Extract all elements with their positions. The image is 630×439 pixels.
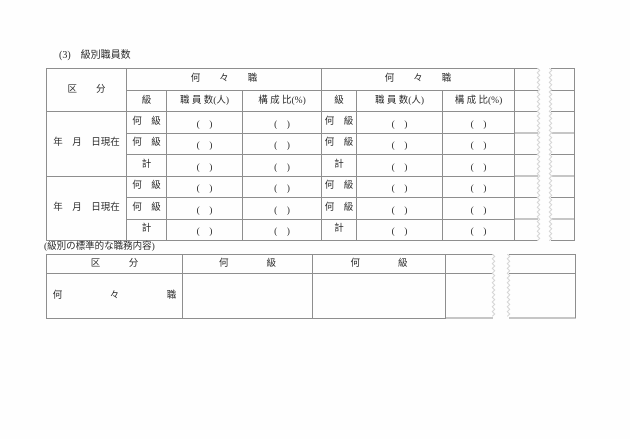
job-header-1: 何 々 職: [125, 68, 323, 91]
staff-count-col-header-2: 職 員 数(人): [356, 90, 444, 112]
staff-count-col-header-1: 職 員 数(人): [166, 90, 243, 112]
staff-count-cell: ( ): [356, 197, 444, 220]
grade-label-cell: 何 級: [321, 197, 358, 220]
section-title: (3) 級別職員数: [59, 50, 131, 61]
staff-count-cell: ( ): [166, 154, 243, 177]
staff-count-cell: ( ): [356, 175, 444, 198]
paren-placeholder: ( ): [274, 141, 290, 151]
staff-count-cell: ( ): [166, 175, 243, 198]
paren-placeholder: ( ): [196, 162, 213, 173]
ratio-cell: ( ): [241, 111, 323, 134]
paren-placeholder: ( ): [470, 141, 487, 151]
grade-header-1: 何 級: [182, 254, 313, 274]
date-label-cell: 年 月 日現在: [46, 111, 127, 177]
grade-col-header-1: 級: [126, 90, 167, 112]
job-row-label: 何 々 職: [46, 273, 183, 319]
staff-count-cell: ( ): [166, 197, 243, 220]
total-label-cell: 計: [126, 154, 167, 177]
paren-placeholder: ( ): [391, 184, 408, 194]
grade-label-cell: 何 級: [321, 132, 358, 155]
staff-count-cell: ( ): [166, 111, 243, 134]
grade-label-cell: 何 級: [126, 175, 167, 198]
duties-table-continuation-break: [445, 254, 576, 319]
ratio-cell: ( ): [442, 132, 516, 155]
paren-placeholder: ( ): [391, 141, 408, 151]
paren-placeholder: ( ): [274, 184, 290, 194]
paren-placeholder: ( ): [470, 162, 487, 173]
staff-count-cell: ( ): [166, 132, 243, 155]
grade-label-cell: 何 級: [126, 132, 167, 155]
paren-placeholder: ( ): [196, 119, 213, 130]
staff-count-cell: ( ): [356, 132, 444, 155]
paren-placeholder: ( ): [196, 141, 213, 151]
paren-placeholder: ( ): [470, 119, 487, 130]
grade-header-2: 何 級: [312, 254, 446, 274]
kubun-header-cell: 区 分: [46, 254, 183, 274]
ratio-cell: ( ): [442, 154, 516, 177]
paren-placeholder: ( ): [196, 205, 213, 216]
grade-label-cell: 何 級: [321, 111, 358, 134]
duties-cell-empty: [182, 273, 313, 319]
paren-placeholder: ( ): [196, 227, 213, 237]
paren-placeholder: ( ): [470, 227, 487, 237]
date-label-cell: 年 月 日現在: [46, 175, 127, 241]
paren-placeholder: ( ): [196, 184, 213, 194]
grade-col-header-2: 級: [321, 90, 358, 112]
ratio-cell: ( ): [442, 218, 516, 241]
kubun-header-cell: 区 分: [46, 68, 127, 112]
ratio-cell: ( ): [442, 111, 516, 134]
paren-placeholder: ( ): [391, 119, 408, 130]
paren-placeholder: ( ): [391, 205, 408, 216]
paren-placeholder: ( ): [274, 227, 290, 237]
paren-placeholder: ( ): [274, 162, 290, 173]
total-label-cell: 計: [321, 218, 358, 241]
zigzag-edge: [491, 254, 496, 317]
zigzag-edge: [536, 68, 541, 242]
staff-count-table: 区 分 何 々 職 何 々 職 級 職 員 数(人) 構 成 比(%) 級 職 …: [46, 68, 516, 241]
staff-table-continuation-break: [514, 68, 575, 242]
grade-label-cell: 何 級: [126, 111, 167, 134]
duties-table: 区 分 何 級 何 級 何 々 職: [46, 254, 446, 319]
paren-placeholder: ( ): [470, 184, 487, 194]
ratio-cell: ( ): [241, 197, 323, 220]
ratio-cell: ( ): [241, 132, 323, 155]
ratio-cell: ( ): [241, 218, 323, 241]
total-label-cell: 計: [321, 154, 358, 177]
staff-count-cell: ( ): [166, 218, 243, 241]
paren-placeholder: ( ): [391, 162, 408, 173]
paren-placeholder: ( ): [274, 205, 290, 216]
ratio-col-header-2: 構 成 比(%): [442, 90, 516, 112]
zigzag-edge: [548, 68, 553, 242]
ratio-cell: ( ): [442, 175, 516, 198]
staff-count-cell: ( ): [356, 111, 444, 134]
total-label-cell: 計: [126, 218, 167, 241]
grade-label-cell: 何 級: [321, 175, 358, 198]
ratio-cell: ( ): [241, 154, 323, 177]
ratio-cell: ( ): [241, 175, 323, 198]
paren-placeholder: ( ): [274, 119, 290, 130]
duties-caption: (級別の標準的な職務内容): [44, 242, 155, 252]
paren-placeholder: ( ): [391, 227, 408, 237]
paren-placeholder: ( ): [470, 205, 487, 216]
zigzag-edge: [506, 254, 511, 317]
staff-count-cell: ( ): [356, 154, 444, 177]
job-header-2: 何 々 職: [321, 68, 516, 91]
grade-label-cell: 何 級: [126, 197, 167, 220]
ratio-col-header-1: 構 成 比(%): [241, 90, 323, 112]
ratio-cell: ( ): [442, 197, 516, 220]
duties-cell-empty: [312, 273, 446, 319]
staff-count-cell: ( ): [356, 218, 444, 241]
